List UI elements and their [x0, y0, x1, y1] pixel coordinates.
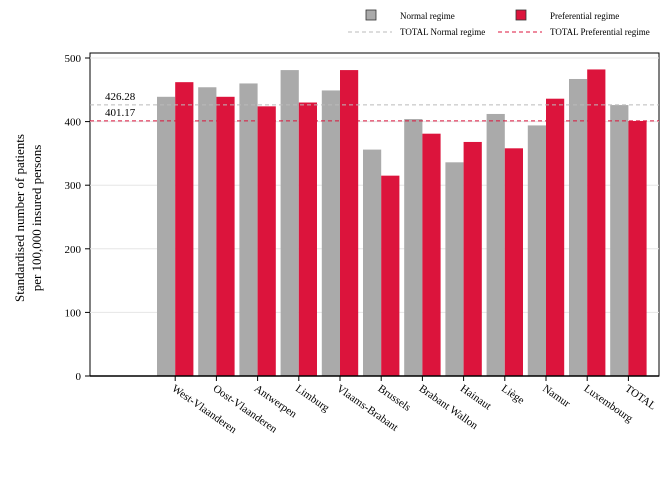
bar-normal: [569, 78, 588, 376]
x-tick-label: TOTAL: [623, 383, 659, 413]
x-tick-label: Namur: [540, 383, 572, 411]
y-tick-label: 300: [65, 180, 82, 192]
y-tick-label: 500: [65, 53, 82, 65]
bar-normal: [157, 96, 176, 377]
bar-normal: [527, 125, 546, 376]
y-tick-label: 0: [76, 371, 82, 383]
bar-normal: [198, 87, 217, 377]
x-tick-label: Hainaut: [458, 383, 493, 413]
bar-preferential: [546, 98, 565, 376]
bar-preferential: [504, 148, 523, 376]
bar-preferential: [422, 133, 441, 376]
bar-preferential: [298, 102, 317, 377]
legend-label: Normal regime: [400, 11, 455, 21]
bar-preferential: [587, 69, 606, 376]
bar-normal: [610, 105, 629, 377]
y-axis-label-line-2: per 100,000 insured persons: [29, 145, 44, 292]
bar-preferential: [463, 141, 482, 376]
bar-preferential: [340, 70, 359, 377]
y-tick-label: 200: [65, 244, 82, 256]
bar-normal: [486, 113, 505, 376]
y-axis-label-line-1: Standardised number of patients: [12, 134, 27, 302]
legend-label: Preferential regime: [550, 11, 619, 21]
x-tick-label: Brussels: [375, 383, 412, 414]
bar-normal: [321, 90, 340, 376]
legend-swatch: [365, 9, 377, 21]
x-tick-label: Liège: [499, 383, 526, 407]
legend-label: TOTAL Normal regime: [400, 27, 485, 37]
reference-line-label: 401.17: [105, 107, 136, 119]
bar-normal: [404, 119, 423, 376]
legend-label: TOTAL Preferential regime: [550, 27, 650, 37]
bar-preferential: [628, 120, 647, 377]
bar-preferential: [257, 106, 276, 376]
bar-normal: [363, 149, 382, 376]
y-tick-label: 400: [65, 117, 82, 129]
bar-normal: [239, 83, 258, 376]
legend-swatch: [515, 9, 527, 21]
bar-normal: [280, 70, 299, 377]
bar-preferential: [381, 175, 400, 376]
reference-line-label: 426.28: [105, 91, 136, 103]
bar-preferential: [216, 96, 235, 377]
bar-normal: [445, 162, 464, 376]
bar-preferential: [175, 82, 194, 376]
y-tick-label: 100: [65, 307, 82, 319]
